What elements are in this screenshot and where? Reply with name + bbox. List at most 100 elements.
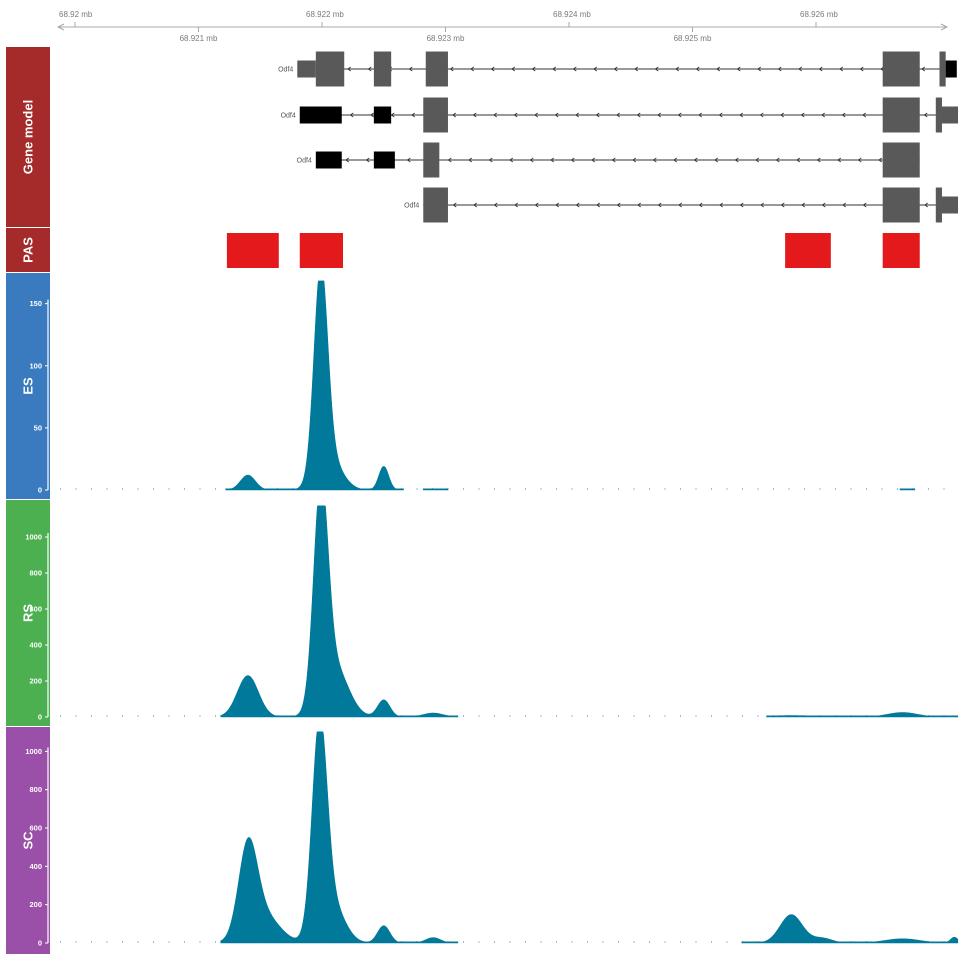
strand-arrow (531, 66, 536, 72)
strand-arrow (800, 112, 805, 118)
strand-arrow (554, 112, 559, 118)
exon-block (297, 60, 316, 78)
strand-arrow (796, 157, 801, 163)
strand-arrow (634, 66, 639, 72)
exon-block (315, 151, 342, 169)
strand-arrow (739, 112, 743, 118)
coverage-baseline-tick (447, 715, 449, 717)
exon-block (373, 51, 392, 87)
exon-block (423, 187, 448, 223)
exon-block (945, 60, 957, 78)
coverage-baseline-tick (773, 941, 774, 943)
strand-arrow (411, 112, 415, 118)
coverage-baseline-tick (571, 715, 573, 717)
strand-arrow (698, 112, 702, 118)
strand-arrow (511, 66, 516, 72)
strand-arrow (657, 112, 661, 118)
coverage-baseline-tick (215, 941, 216, 943)
strand-arrow (857, 157, 862, 163)
coverage-baseline-tick (819, 488, 821, 490)
coverage-baseline-tick (556, 488, 557, 490)
coverage-baseline-tick (153, 715, 154, 717)
axis-tick-label-top: 68.926 mb (800, 10, 838, 19)
coverage-baseline-tick (463, 488, 464, 490)
coverage-baseline-tick (184, 488, 185, 490)
track-panel-gene-model (6, 47, 50, 227)
strand-arrow (452, 202, 457, 208)
coverage-baseline-tick (215, 715, 216, 717)
strand-arrow (550, 157, 555, 163)
coverage-baseline-tick (323, 488, 325, 490)
coverage-baseline-tick (416, 941, 418, 943)
coverage-baseline-tick (773, 715, 774, 717)
y-tick-label: 1000 (25, 747, 42, 756)
coverage-baseline-tick (881, 715, 883, 717)
y-tick-label: 400 (29, 862, 42, 871)
coverage-baseline-tick (75, 488, 77, 490)
coverage-baseline-tick (494, 488, 495, 490)
exon-block (299, 106, 342, 124)
axis-tick-label-top: 68.924 mb (553, 10, 591, 19)
coverage-baseline-tick (432, 488, 433, 490)
coverage-baseline-tick (478, 488, 480, 490)
coverage-baseline-tick (912, 488, 914, 490)
strand-arrow (572, 66, 577, 72)
y-tick-label: 600 (29, 605, 42, 614)
strand-arrow (755, 157, 760, 163)
track-title-gene-model: Gene model (21, 100, 36, 174)
axis-tick-label-bottom: 68.921 mb (180, 34, 218, 43)
coverage-area (899, 488, 916, 491)
coverage-baseline-tick (292, 488, 294, 490)
strand-arrow (719, 202, 723, 208)
strand-arrow (593, 66, 598, 72)
strand-arrow (862, 202, 867, 208)
transcript: Odf4 (281, 97, 959, 133)
coverage-baseline-tick (75, 941, 77, 943)
coverage-baseline-tick (540, 941, 542, 943)
coverage-baseline-tick (401, 941, 402, 943)
strand-arrow (349, 112, 354, 118)
transcript: Odf4 (404, 187, 959, 223)
coverage-baseline-tick (571, 941, 573, 943)
y-tick-label: 400 (29, 641, 42, 650)
y-tick-label: 800 (29, 569, 42, 578)
coverage-baseline-tick (928, 488, 929, 490)
y-tick-label: 600 (29, 824, 42, 833)
track-panel-sc (6, 727, 50, 954)
strand-arrow (493, 112, 497, 118)
transcript-label: Odf4 (404, 203, 419, 210)
coverage-baseline-tick (354, 941, 356, 943)
strand-arrow (367, 66, 372, 72)
coverage-baseline-tick (370, 941, 371, 943)
coverage-area (741, 914, 959, 944)
transcript-label: Odf4 (281, 113, 296, 120)
y-tick-label: 0 (38, 713, 42, 722)
coverage-area (766, 712, 959, 718)
coverage-baseline-tick (602, 715, 604, 717)
coverage-baseline-tick (587, 715, 588, 717)
strand-arrow (734, 157, 739, 163)
coverage-baseline-tick (804, 715, 805, 717)
coverage-es: 0 50 100 150 (29, 280, 945, 495)
coverage-baseline-tick (680, 488, 681, 490)
coverage-baseline-tick (385, 715, 387, 717)
pas-interval (882, 233, 920, 268)
coverage-baseline-tick (199, 941, 201, 943)
coverage-baseline-tick (122, 488, 123, 490)
coverage-baseline-tick (416, 715, 418, 717)
coverage-baseline-tick (385, 941, 387, 943)
coverage-baseline-tick (757, 941, 759, 943)
coverage-baseline-tick (618, 488, 619, 490)
coverage-baseline-tick (897, 941, 898, 943)
track-title-rs: RS (21, 604, 36, 622)
coverage-baseline-tick (804, 488, 805, 490)
strand-arrow (596, 202, 600, 208)
coverage-baseline-tick (323, 941, 325, 943)
exon-block (935, 187, 942, 223)
coverage-baseline-tick (230, 941, 232, 943)
coverage-baseline-tick (897, 488, 898, 490)
strand-arrow (616, 202, 621, 208)
strand-arrow (452, 112, 456, 118)
coverage-baseline-tick (215, 488, 216, 490)
strand-arrow (698, 202, 703, 208)
